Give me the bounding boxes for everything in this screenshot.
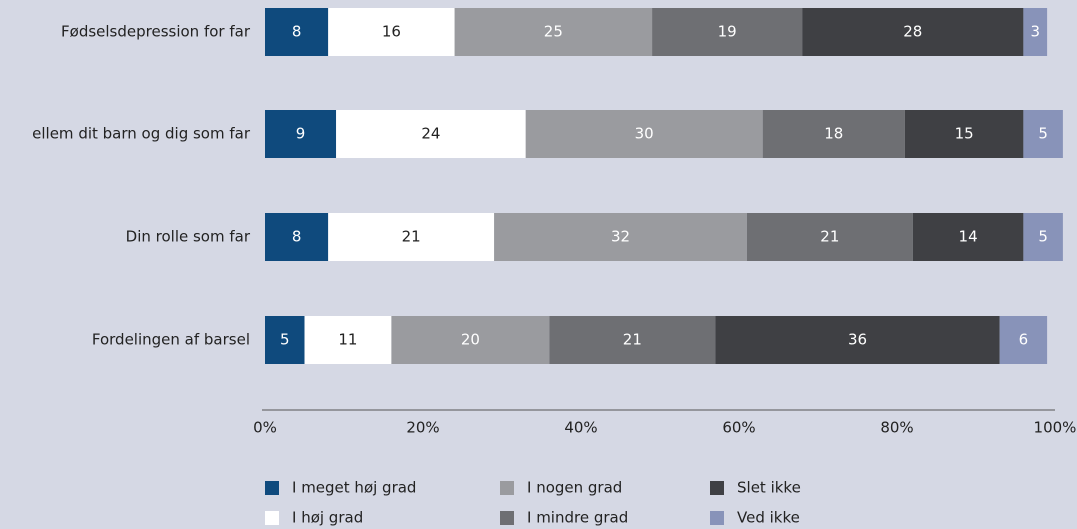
data-label: 21 bbox=[402, 228, 421, 246]
data-label: 8 bbox=[292, 23, 302, 41]
bar-segment bbox=[912, 213, 1024, 261]
legend-swatch bbox=[500, 511, 514, 525]
bar-segment bbox=[304, 316, 392, 364]
data-label: 20 bbox=[461, 331, 480, 349]
bar-segment bbox=[999, 316, 1048, 364]
bar-segment bbox=[525, 110, 763, 158]
bar-segment bbox=[904, 110, 1024, 158]
bar-segment bbox=[762, 110, 905, 158]
legend-swatch bbox=[710, 481, 724, 495]
x-tick-label: 0% bbox=[253, 419, 277, 437]
bar-segment bbox=[494, 213, 747, 261]
category-label: ellem dit barn og dig som far bbox=[32, 125, 251, 143]
bar-segment bbox=[265, 213, 329, 261]
bar-segment bbox=[328, 8, 455, 56]
x-tick-label: 80% bbox=[880, 419, 913, 437]
legend-label: I meget høj grad bbox=[292, 479, 416, 497]
data-label: 21 bbox=[623, 331, 642, 349]
bar-segment bbox=[1023, 110, 1063, 158]
x-tick-label: 100% bbox=[1034, 419, 1077, 437]
data-label: 3 bbox=[1030, 23, 1040, 41]
data-label: 11 bbox=[338, 331, 357, 349]
legend-label: I nogen grad bbox=[527, 479, 622, 497]
bar-segment bbox=[1023, 213, 1063, 261]
bar-segment bbox=[549, 316, 716, 364]
bar-segment bbox=[328, 213, 495, 261]
bar-segment bbox=[802, 8, 1024, 56]
data-label: 36 bbox=[848, 331, 867, 349]
data-label: 24 bbox=[421, 125, 440, 143]
data-label: 5 bbox=[280, 331, 290, 349]
legend-swatch bbox=[710, 511, 724, 525]
data-label: 14 bbox=[959, 228, 978, 246]
bar-segment bbox=[746, 213, 913, 261]
bar-segment bbox=[391, 316, 550, 364]
data-label: 5 bbox=[1038, 125, 1048, 143]
legend-swatch bbox=[265, 481, 279, 495]
data-label: 18 bbox=[824, 125, 843, 143]
category-label: Din rolle som far bbox=[126, 228, 251, 246]
bar-segment bbox=[265, 316, 305, 364]
bar-segment bbox=[715, 316, 1000, 364]
data-label: 28 bbox=[903, 23, 922, 41]
bar-segment bbox=[652, 8, 803, 56]
data-label: 16 bbox=[382, 23, 401, 41]
data-label: 19 bbox=[718, 23, 737, 41]
data-label: 32 bbox=[611, 228, 630, 246]
x-tick-label: 40% bbox=[564, 419, 597, 437]
legend-swatch bbox=[500, 481, 514, 495]
category-label: Fordelingen af barsel bbox=[92, 331, 250, 349]
data-label: 30 bbox=[635, 125, 654, 143]
data-label: 5 bbox=[1038, 228, 1048, 246]
x-tick-label: 60% bbox=[722, 419, 755, 437]
legend-label: Slet ikke bbox=[737, 479, 801, 497]
legend-label: I mindre grad bbox=[527, 509, 628, 527]
bar-segment bbox=[265, 110, 337, 158]
bar-segment bbox=[336, 110, 526, 158]
data-label: 15 bbox=[955, 125, 974, 143]
data-label: 9 bbox=[296, 125, 306, 143]
bar-segment bbox=[454, 8, 653, 56]
legend-swatch bbox=[265, 511, 279, 525]
bar-segment bbox=[1023, 8, 1048, 56]
legend-label: I høj grad bbox=[292, 509, 363, 527]
data-label: 25 bbox=[544, 23, 563, 41]
category-label: Fødselsdepression for far bbox=[61, 23, 251, 41]
legend-label: Ved ikke bbox=[737, 509, 800, 527]
data-label: 8 bbox=[292, 228, 302, 246]
data-label: 21 bbox=[820, 228, 839, 246]
bar-segment bbox=[265, 8, 329, 56]
x-tick-label: 20% bbox=[406, 419, 439, 437]
data-label: 6 bbox=[1019, 331, 1029, 349]
